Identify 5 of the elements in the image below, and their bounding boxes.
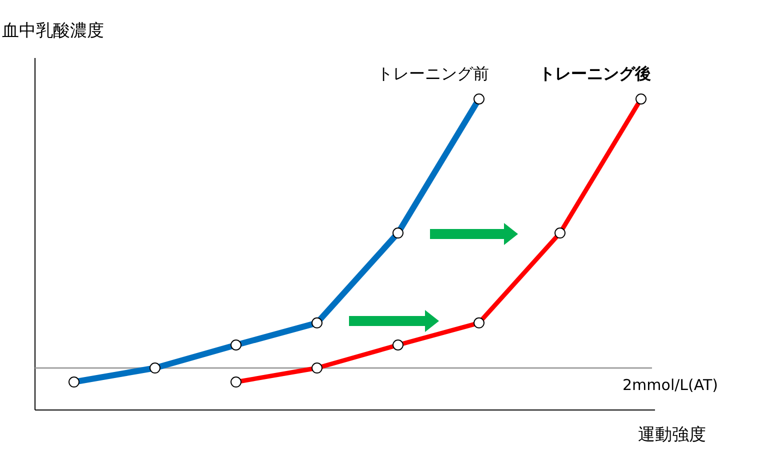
y-axis-title: 血中乳酸濃度 [2, 21, 104, 41]
series-label: トレーニング後 [539, 64, 651, 83]
ref-line-label: 2mmol/L(AT) [622, 376, 718, 394]
series-label: トレーニング前 [377, 64, 489, 83]
x-axis-title: 運動強度 [638, 425, 706, 445]
